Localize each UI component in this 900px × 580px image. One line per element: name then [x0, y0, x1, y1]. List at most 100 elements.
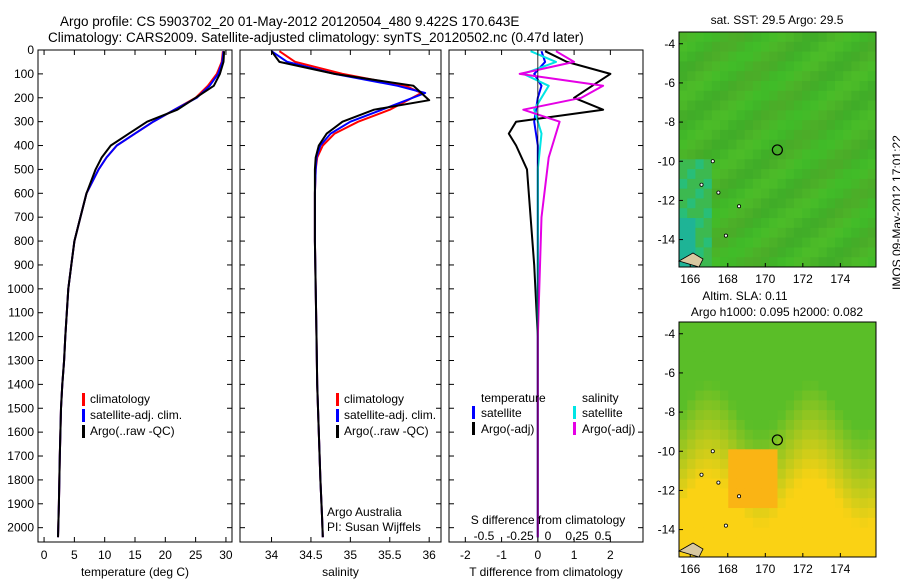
map-cell — [859, 390, 869, 401]
map-cell — [818, 257, 828, 268]
legend-label: Argo(-adj) — [481, 422, 534, 436]
s-difference-tick-label: 0.25 — [565, 529, 589, 543]
map-cell — [834, 80, 844, 92]
map-cell — [761, 80, 770, 92]
x-tick-label: 34 — [265, 548, 279, 562]
map-cell — [711, 51, 721, 62]
map-cell — [736, 169, 746, 180]
map-cell — [834, 449, 844, 460]
map-cell — [834, 198, 844, 209]
map-cell — [769, 218, 778, 229]
map-cell — [736, 537, 746, 548]
map-cell — [785, 351, 795, 362]
map-cell — [769, 208, 778, 219]
map-cell — [802, 237, 811, 248]
map-cell — [818, 331, 828, 343]
map-cell — [703, 100, 713, 111]
map-cell — [793, 419, 803, 431]
map-cell — [843, 110, 852, 121]
map-cell — [687, 341, 696, 352]
map-cell — [818, 32, 828, 43]
map-cell — [777, 139, 787, 150]
map-cell — [720, 32, 729, 43]
x-tick-label: 35.5 — [378, 548, 402, 562]
map-cell — [736, 449, 746, 460]
map-cell — [802, 110, 811, 121]
map-cell — [752, 370, 762, 382]
map-cell — [752, 129, 762, 141]
map-cell — [687, 129, 696, 141]
map-cell — [826, 429, 836, 440]
map-cell — [810, 351, 820, 362]
island-marker — [699, 182, 704, 187]
map-cell — [785, 169, 795, 180]
map-cell — [818, 478, 828, 489]
map-cell — [744, 80, 754, 92]
map-cell — [867, 380, 877, 392]
x-tick-label: 2 — [607, 548, 614, 562]
map-cell — [679, 341, 688, 352]
map-cell — [818, 488, 828, 499]
map-cell — [679, 380, 688, 392]
map-cell — [810, 159, 820, 170]
map-cell — [810, 527, 820, 538]
map-cell — [843, 478, 852, 489]
map-cell — [769, 400, 778, 411]
map-cell — [785, 361, 795, 372]
map-cell — [736, 208, 746, 219]
map-cell — [695, 110, 705, 121]
map-cell — [859, 508, 869, 519]
map-cell — [834, 429, 844, 440]
map-cell — [744, 498, 754, 509]
map-cell — [703, 390, 713, 401]
map-y-tick-label: -4 — [664, 37, 675, 51]
map-cell — [818, 498, 828, 509]
map-cell — [826, 198, 836, 209]
legend-label: satellite-adj. clim. — [90, 408, 182, 422]
map-cell — [826, 478, 836, 489]
map-cell — [867, 80, 877, 92]
map-cell — [818, 120, 828, 131]
y-tick-label: 200 — [14, 91, 34, 105]
map-cell — [834, 498, 844, 509]
map-cell — [687, 517, 696, 529]
map-cell — [728, 80, 737, 92]
map-cell — [744, 110, 754, 121]
map-cell — [752, 351, 762, 362]
map-cell — [851, 71, 861, 82]
map-cell — [703, 380, 713, 392]
map-cell — [851, 370, 861, 382]
map-cell — [851, 198, 861, 209]
map-cell — [851, 100, 861, 111]
map-cell — [777, 449, 787, 460]
map-cell — [728, 410, 737, 421]
island-marker — [716, 480, 721, 485]
map-cell — [711, 61, 721, 72]
map-cell — [843, 71, 852, 82]
map-cell — [802, 71, 811, 82]
map-cell — [744, 429, 754, 440]
map-cell — [728, 51, 737, 62]
map-cell — [769, 247, 778, 258]
map-cell — [761, 410, 770, 421]
map-cell — [851, 351, 861, 362]
map-cell — [752, 51, 762, 62]
map-cell — [736, 120, 746, 131]
map-cell — [793, 257, 803, 268]
legend-group-temperature: temperature — [481, 391, 546, 405]
map-cell — [761, 159, 770, 170]
map-cell — [744, 419, 754, 431]
map-cell — [867, 129, 877, 141]
map-cell — [687, 218, 696, 229]
map-cell — [810, 149, 820, 160]
map-cell — [728, 110, 737, 121]
y-tick-label: 1600 — [7, 425, 34, 439]
legend-group-salinity: salinity — [582, 391, 619, 405]
map-cell — [810, 488, 820, 499]
map-cell — [744, 169, 754, 180]
map-cell — [720, 537, 729, 548]
map-cell — [777, 169, 787, 180]
map-cell — [728, 341, 737, 352]
map-cell — [826, 439, 836, 450]
map-cell — [711, 41, 721, 53]
